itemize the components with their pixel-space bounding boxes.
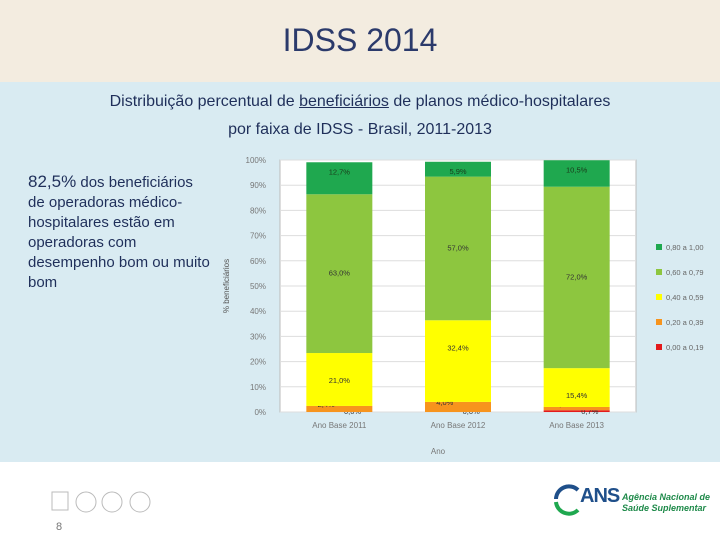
bar-segment: [543, 410, 610, 412]
subtitle-underlined: beneficiários: [299, 93, 389, 110]
legend-swatch: [656, 294, 662, 300]
legend-label: 0,00 a 0,19: [666, 343, 704, 352]
y-tick-label: 60%: [250, 257, 266, 266]
bar-segment: [306, 162, 373, 195]
bar-segment: [425, 161, 491, 177]
x-tick-label: Ano Base 2013: [549, 421, 604, 430]
data-label: 15,4%: [566, 391, 588, 400]
y-tick-label: 50%: [250, 282, 266, 291]
legend-swatch: [656, 319, 662, 325]
data-label: 57,0%: [447, 243, 469, 252]
bar-segment: [306, 405, 373, 412]
ans-tagline-1: Agência Nacional de: [622, 492, 711, 502]
bar-segment: [543, 368, 610, 407]
y-tick-label: 20%: [250, 358, 266, 367]
data-label: 4,0%: [436, 398, 453, 407]
x-tick-label: Ano Base 2011: [312, 421, 367, 430]
header-band: IDSS 2014: [0, 0, 720, 82]
y-tick-label: 70%: [250, 232, 266, 241]
page-number: 8: [56, 521, 63, 533]
bar-segment: [306, 194, 373, 354]
data-label: 63,0%: [329, 269, 351, 278]
y-axis-label: % beneficiários: [222, 259, 231, 313]
bar-segment: [425, 320, 491, 402]
legend-swatch: [656, 269, 662, 275]
legend-label: 0,40 a 0,59: [666, 293, 704, 302]
data-label: 5,9%: [449, 167, 466, 176]
legend-swatch: [656, 344, 662, 350]
subtitle-text: Distribuição percentual de: [109, 93, 300, 110]
bar-segment: [425, 401, 491, 412]
y-tick-label: 100%: [246, 156, 266, 165]
subtitle-line-2: por faixa de IDSS - Brasil, 2011-2013: [228, 121, 492, 138]
bar-segment: [306, 353, 373, 406]
ans-name: ANS: [580, 485, 620, 507]
legend-swatch: [656, 244, 662, 250]
bar-segment: [425, 176, 491, 321]
y-tick-label: 0%: [254, 408, 266, 417]
x-tick-label: Ano Base 2012: [431, 421, 486, 430]
highlight-percent: 82,5%: [28, 172, 77, 191]
ans-tagline-2: Saúde Suplementar: [622, 503, 707, 513]
logo-icon: [51, 491, 151, 513]
highlight-text-cont: de operadoras médico-hospitalares estão …: [28, 194, 210, 291]
data-label: 32,4%: [447, 343, 469, 352]
bar-segment: [543, 406, 610, 411]
stacked-bar-chart: 0% 10% 20% 30% 40% 50% 60% 70% 80% 90% 100% % benef…: [222, 156, 704, 456]
data-label: 72,0%: [566, 272, 588, 281]
y-tick-label: 30%: [250, 332, 266, 341]
y-tick-label: 10%: [250, 383, 266, 392]
subtitle-text: de planos médico-hospitalares: [388, 93, 611, 110]
legend-label: 0,80 a 1,00: [666, 243, 704, 252]
page-title: IDSS 2014: [282, 22, 438, 58]
highlight-text: dos beneficiários: [76, 174, 193, 191]
legend-label: 0,60 a 0,79: [666, 268, 704, 277]
y-tick-label: 40%: [250, 307, 266, 316]
data-label: 10,5%: [566, 165, 588, 174]
subtitle-line-1: Distribuição percentual de beneficiários…: [30, 88, 690, 116]
x-axis-label: Ano: [431, 447, 446, 456]
chart-subtitle: Distribuição percentual de beneficiários…: [30, 88, 690, 144]
data-label: 21,0%: [329, 376, 351, 385]
legend-label: 0,20 a 0,39: [666, 318, 704, 327]
bar-segment: [543, 160, 610, 187]
y-tick-label: 90%: [250, 181, 266, 190]
data-label: 0,7%: [581, 407, 598, 416]
bar-segment: [543, 186, 610, 369]
ans-logo-icon: [554, 484, 580, 516]
data-label: 12,7%: [329, 167, 351, 176]
partner-logos: [51, 491, 151, 513]
highlight-note: 82,5% dos beneficiários de operadoras mé…: [28, 172, 218, 293]
y-tick-label: 80%: [250, 206, 266, 215]
